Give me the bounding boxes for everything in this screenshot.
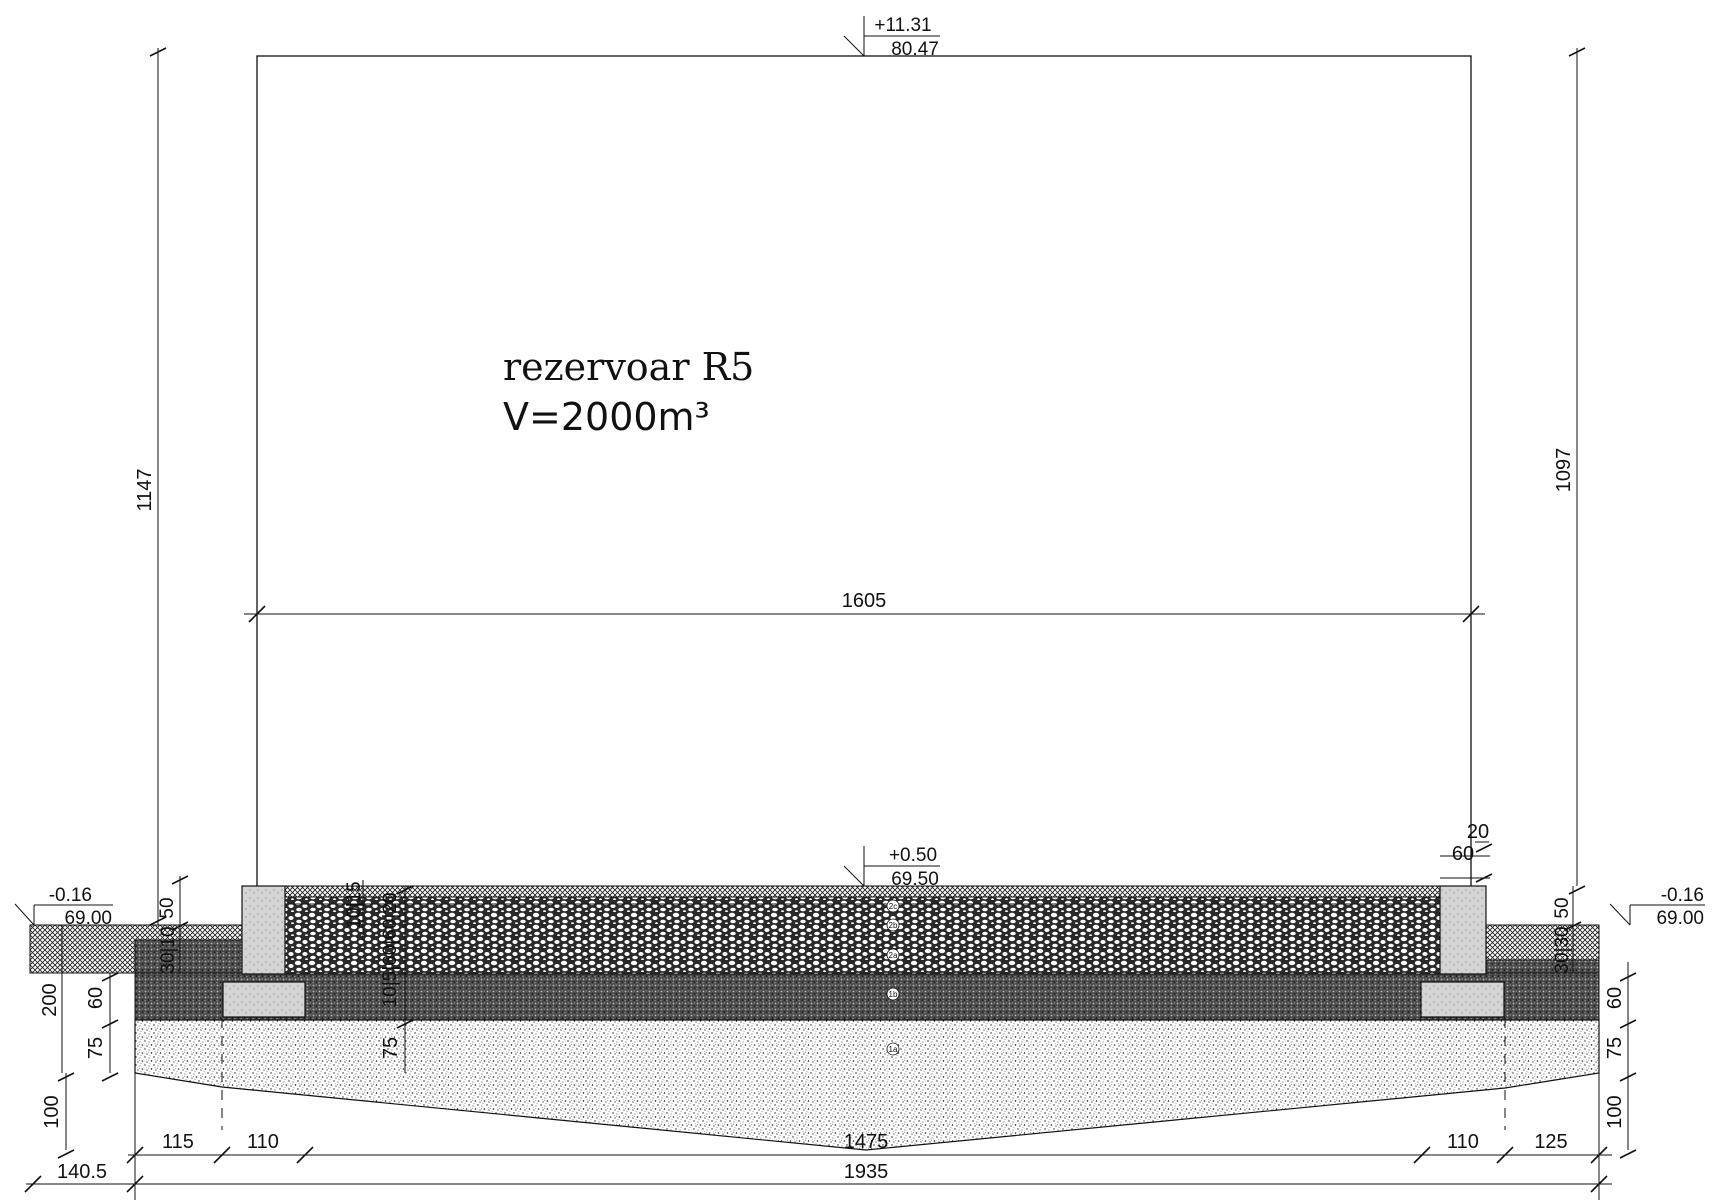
elevation-right-ground-marker: -0.16 69.00 <box>1609 885 1705 929</box>
left-wall <box>241 885 286 975</box>
right-50-label: 50 <box>1552 897 1573 918</box>
tank-volume: V=2000m³ <box>503 395 710 439</box>
elevation-top-marker: +11.31 80.47 <box>843 15 940 60</box>
left-step-fill <box>134 939 244 974</box>
right-wall-dims: 20 60 <box>1440 821 1493 883</box>
elevation-left-absolute: 69.00 <box>64 908 112 929</box>
right-75-label: 75 <box>1604 1037 1626 1059</box>
right-height-label: 1097 <box>1553 448 1575 493</box>
inner-left-dims: 10|5|60|60|20 75 10|15 <box>344 880 414 1073</box>
left-75-label: 75 <box>85 1037 107 1059</box>
inner-stack-label: 10|5|60|60|20 <box>380 893 401 1008</box>
right-wall <box>1439 885 1487 975</box>
elevation-right-absolute: 69.00 <box>1656 908 1704 929</box>
layer-tag: 2b <box>889 921 898 930</box>
left-100-label: 100 <box>41 1095 63 1128</box>
elevation-right-relative: -0.16 <box>1661 885 1704 906</box>
layer-tags: 2c 2b 2a 1b 1a <box>886 899 900 1056</box>
elevation-slab-marker: +0.50 69.50 <box>843 845 940 890</box>
elevation-top-relative: +11.31 <box>874 15 931 36</box>
left-height-dimension: 1147 <box>134 47 167 926</box>
bottom-1475-label: 1475 <box>844 1131 889 1153</box>
layer-1b <box>134 972 1600 1021</box>
layer-tag: 2a <box>889 951 898 960</box>
tank-title: rezervoar R5 <box>503 345 754 389</box>
elevation-slab-relative: +0.50 <box>889 845 937 866</box>
bottom-dimension-chain: 115 110 1475 110 125 140.5 1935 <box>24 1073 1612 1200</box>
elevation-top-absolute: 80.47 <box>891 39 939 60</box>
right-60-label: 60 <box>1604 987 1626 1009</box>
tank-width-label: 1605 <box>842 590 887 612</box>
tank-outline <box>256 55 1472 889</box>
inner-10-label: 10|15 <box>344 881 365 928</box>
right-small-stack-label: 30|30 <box>1552 926 1573 973</box>
right-footing <box>1420 981 1505 1018</box>
bottom-110-left-label: 110 <box>247 1131 279 1153</box>
inner-75-label: 75 <box>380 1037 402 1059</box>
right-wall-60-label: 60 <box>1452 843 1474 865</box>
right-wall-20-label: 20 <box>1467 821 1489 843</box>
elevation-left-relative: -0.16 <box>49 885 92 906</box>
left-50-label: 50 <box>157 897 178 918</box>
right-side-dims: 50 30|30 60 75 100 <box>1552 886 1637 1159</box>
bottom-140-5-label: 140.5 <box>57 1161 107 1183</box>
bottom-1935-label: 1935 <box>844 1161 889 1183</box>
left-small-stack-label: 30|10 <box>158 926 179 973</box>
left-side-dims: 50 30|10 200 60 75 100 <box>39 875 189 1159</box>
tank-width-dimension: 1605 <box>244 590 1485 623</box>
bottom-115-label: 115 <box>162 1131 194 1153</box>
elevation-left-ground-marker: -0.16 69.00 <box>14 885 113 929</box>
left-60-label: 60 <box>85 987 107 1009</box>
layer-1a <box>134 1019 1600 1151</box>
left-height-label: 1147 <box>134 468 156 511</box>
bottom-125-label: 125 <box>1534 1131 1567 1153</box>
left-footing <box>222 981 306 1018</box>
layer-tag: 2c <box>889 902 897 911</box>
elevation-slab-absolute: 69.50 <box>891 869 939 890</box>
right-step-fill <box>1485 959 1600 974</box>
layer-tag: 1b <box>889 990 898 999</box>
right-height-dimension: 1097 <box>1553 47 1586 895</box>
bottom-110-right-label: 110 <box>1447 1131 1479 1153</box>
right-100-label: 100 <box>1604 1095 1626 1128</box>
left-200-label: 200 <box>39 983 61 1016</box>
terrain-layers <box>29 885 1600 1151</box>
layer-tag: 1a <box>889 1045 898 1054</box>
layer-2 <box>284 896 1441 975</box>
top-slab <box>284 885 1441 898</box>
